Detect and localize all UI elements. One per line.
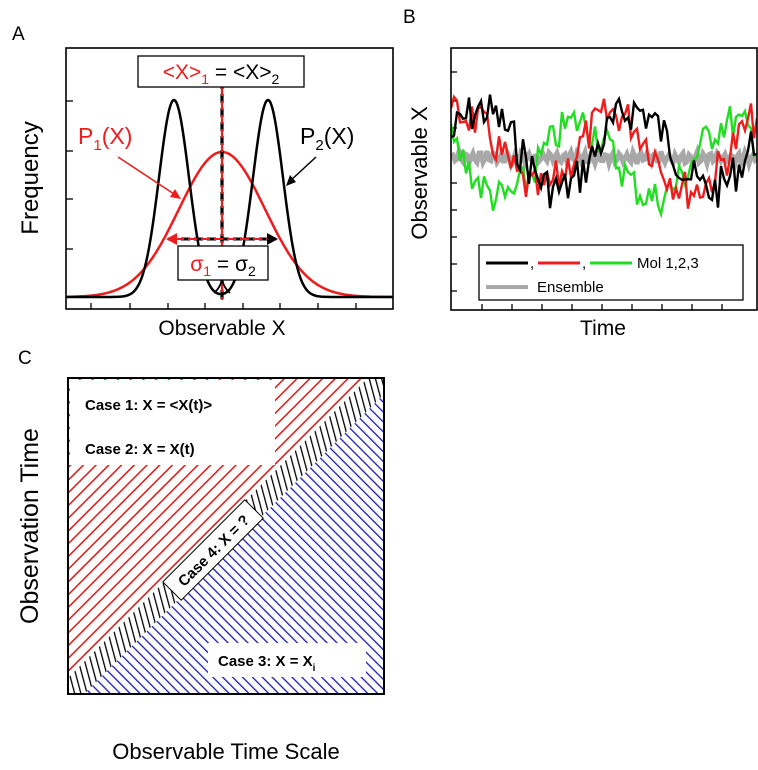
panel-a-y-label: Frequency	[17, 121, 44, 234]
panel-b-y-label: Observable X	[407, 106, 432, 240]
panel-b-letter: B	[403, 7, 416, 28]
p1-label: P1(X)	[78, 123, 132, 154]
legend-sep-1: ,	[530, 255, 534, 272]
case-1-2-box	[70, 380, 275, 465]
case-1-label: Case 1: X = <X(t)>	[85, 397, 212, 414]
case-3-box	[208, 643, 366, 677]
legend-label-mol: Mol 1,2,3	[637, 255, 699, 272]
case-4-box	[162, 499, 264, 601]
panel-a-letter: A	[12, 24, 25, 45]
panel-b-axes-frame	[450, 47, 758, 311]
sigma-arrowhead-right	[267, 233, 278, 245]
legend-sep-2: ,	[582, 255, 586, 272]
sigma-label-box	[177, 245, 269, 281]
panel-b: B Observable X Time , , Mol 1,2,3 Ensemb…	[403, 7, 758, 340]
p1-pointer	[117, 156, 178, 197]
p1-pointer-head	[170, 189, 181, 199]
panel-a: A Frequency Observable X <X>1 = <X>2 σ1 …	[12, 24, 394, 340]
mean-label-box	[137, 55, 305, 88]
panel-c: C Observation Time Observable Time Scale…	[16, 348, 385, 764]
panel-b-x-label: Time	[580, 317, 626, 340]
p2-label: P2(X)	[300, 123, 354, 154]
sigma-arrowhead-left	[166, 233, 177, 245]
ensemble-trace	[451, 141, 757, 174]
p2-curve	[66, 98, 393, 299]
case-3-label: Case 3: X = Xi	[218, 653, 316, 674]
p1-curve	[66, 150, 393, 299]
legend-label-ensemble: Ensemble	[537, 279, 604, 296]
p2-pointer-head	[286, 175, 296, 186]
panel-c-y-label: Observation Time	[16, 428, 44, 624]
panel-b-legend	[478, 244, 744, 301]
mol1-trace	[451, 94, 757, 209]
case-2-label: Case 2: X = X(t)	[85, 441, 195, 458]
p2-pointer	[288, 156, 317, 183]
panel-a-ticks	[66, 100, 357, 309]
mean-equality-label: <X>1 = <X>2	[163, 61, 280, 87]
panel-c-letter: C	[18, 348, 32, 369]
panel-a-axes-frame	[65, 47, 394, 310]
panel-a-x-label: Observable X	[158, 317, 285, 340]
sigma-equality-label: σ1 = σ2	[190, 253, 256, 279]
panel-c-frame	[67, 377, 385, 695]
panel-c-x-label: Observable Time Scale	[112, 739, 339, 764]
